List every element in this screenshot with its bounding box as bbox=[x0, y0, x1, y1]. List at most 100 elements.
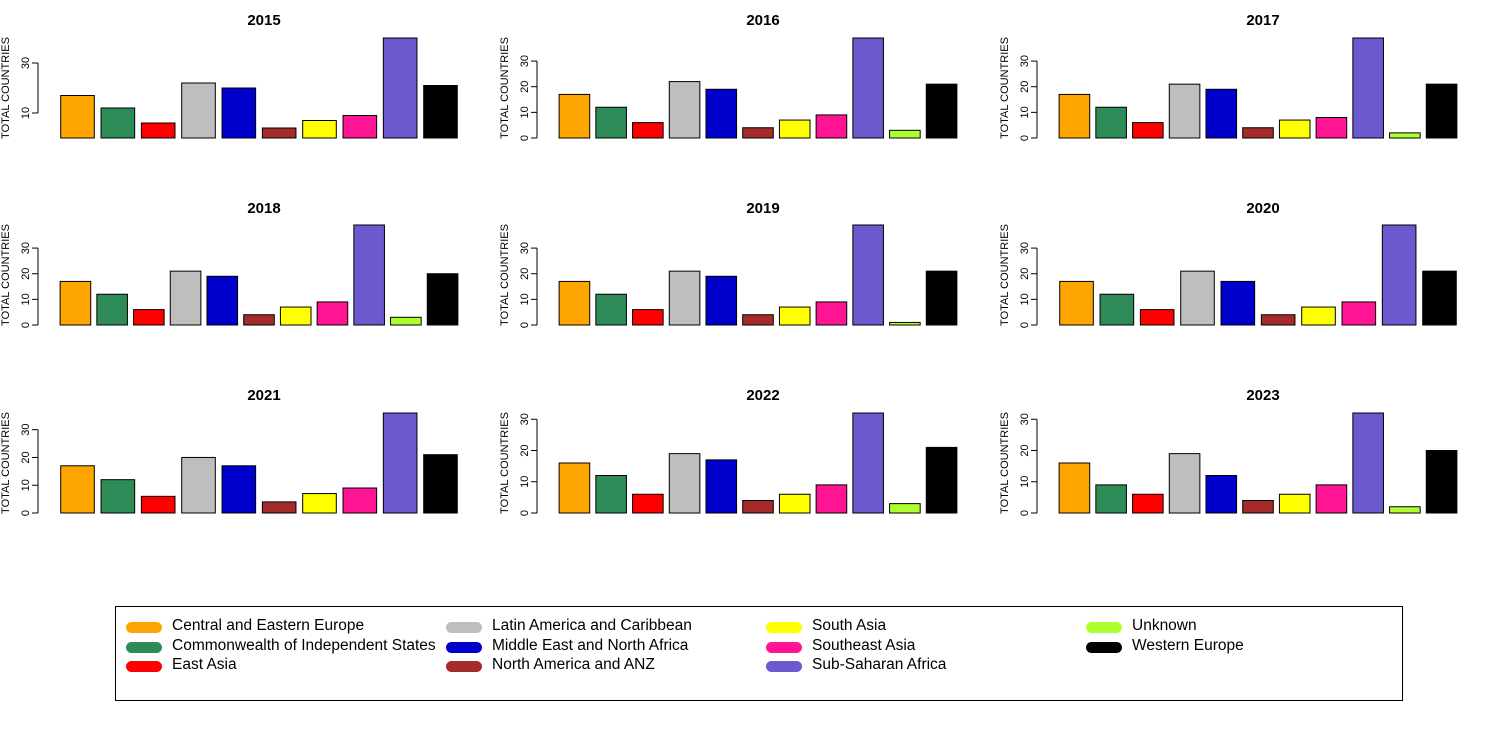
y-tick-label: 30 bbox=[1019, 413, 1031, 425]
bar-central-and-eastern-europe bbox=[60, 465, 95, 514]
bar-unknown bbox=[889, 129, 921, 139]
bar-south-asia bbox=[1301, 306, 1336, 326]
bar-western-europe bbox=[925, 83, 958, 139]
bar-southeast-asia bbox=[815, 484, 848, 514]
y-tick-label: 20 bbox=[1019, 81, 1031, 93]
bar-commonwealth-of-independent-states bbox=[1095, 484, 1127, 514]
legend-swatch bbox=[126, 661, 162, 672]
bar-east-asia bbox=[632, 309, 664, 326]
bar-southeast-asia bbox=[815, 114, 848, 139]
bar-unknown bbox=[1389, 132, 1421, 139]
bar-western-europe bbox=[1425, 450, 1458, 514]
bar-middle-east-and-north-africa bbox=[705, 459, 738, 514]
bar-east-asia bbox=[632, 122, 664, 139]
y-tick-label: 10 bbox=[20, 293, 32, 305]
panel-2015: 2015 10 30 TOTAL COUNTRIES bbox=[0, 12, 458, 139]
bar-north-america-and-anz bbox=[1260, 314, 1296, 326]
y-tick-label: 20 bbox=[20, 451, 32, 463]
bar-sub-saharan-africa bbox=[1381, 224, 1417, 326]
bar-western-europe bbox=[925, 270, 958, 326]
bar-southeast-asia bbox=[342, 115, 378, 139]
y-tick-label: 10 bbox=[1019, 293, 1031, 305]
chart-legend: Central and Eastern Europe Commonwealth o… bbox=[115, 606, 1403, 701]
bar-east-asia bbox=[140, 495, 176, 514]
legend-swatch bbox=[446, 642, 482, 653]
y-tick-label: 0 bbox=[20, 322, 32, 328]
bar-south-asia bbox=[778, 119, 811, 139]
bar-latin-america-and-caribbean bbox=[668, 270, 701, 326]
y-tick-label: 10 bbox=[1019, 106, 1031, 118]
bar-middle-east-and-north-africa bbox=[705, 275, 738, 326]
panel-title: 2016 bbox=[746, 12, 779, 29]
legend-swatch bbox=[126, 622, 162, 633]
bar-east-asia bbox=[1132, 493, 1164, 514]
legend-label: North America and ANZ bbox=[492, 656, 655, 673]
bar-western-europe bbox=[925, 446, 958, 514]
bar-southeast-asia bbox=[1315, 484, 1348, 514]
bar-middle-east-and-north-africa bbox=[1205, 88, 1238, 139]
bar-sub-saharan-africa bbox=[852, 224, 884, 326]
y-tick-label: 30 bbox=[519, 413, 531, 425]
y-tick-label: 10 bbox=[20, 107, 32, 119]
bar-north-america-and-anz bbox=[1242, 500, 1274, 514]
bar-western-europe bbox=[1425, 83, 1458, 139]
bar-middle-east-and-north-africa bbox=[221, 465, 257, 514]
bar-sub-saharan-africa bbox=[382, 37, 418, 139]
bar-middle-east-and-north-africa bbox=[1205, 475, 1238, 514]
y-tick-label: 30 bbox=[20, 57, 32, 69]
bar-commonwealth-of-independent-states bbox=[100, 107, 136, 139]
panel-title: 2020 bbox=[1246, 200, 1279, 217]
bar-latin-america-and-caribbean bbox=[668, 453, 701, 514]
bar-sub-saharan-africa bbox=[852, 412, 884, 514]
y-axis-label: TOTAL COUNTRIES bbox=[499, 412, 511, 514]
panel-title: 2018 bbox=[247, 200, 280, 217]
panel-title: 2023 bbox=[1246, 387, 1279, 404]
bar-southeast-asia bbox=[342, 487, 378, 514]
bar-western-europe bbox=[426, 273, 459, 326]
legend-swatch bbox=[1086, 622, 1122, 633]
bar-latin-america-and-caribbean bbox=[181, 456, 216, 514]
bar-middle-east-and-north-africa bbox=[221, 87, 257, 139]
panel-2018: 2018 0 10 20 30 TOTAL COUNTRIES bbox=[0, 200, 459, 328]
bar-latin-america-and-caribbean bbox=[1168, 83, 1201, 139]
bar-middle-east-and-north-africa bbox=[206, 275, 239, 326]
bar-north-america-and-anz bbox=[742, 314, 774, 326]
bar-commonwealth-of-independent-states bbox=[595, 475, 627, 514]
bar-western-europe bbox=[1422, 270, 1457, 326]
y-tick-label: 20 bbox=[20, 268, 32, 280]
bar-unknown bbox=[390, 316, 422, 326]
legend-label: Middle East and North Africa bbox=[492, 637, 689, 654]
y-tick-label: 30 bbox=[519, 242, 531, 254]
panel-title: 2021 bbox=[247, 387, 280, 404]
legend-label: Western Europe bbox=[1132, 637, 1244, 654]
panel-2021: 2021 0 10 20 30 TOTAL COUNTRIES bbox=[0, 387, 458, 516]
bar-western-europe bbox=[423, 454, 458, 514]
legend-swatch bbox=[446, 661, 482, 672]
legend-swatch bbox=[766, 622, 802, 633]
bar-commonwealth-of-independent-states bbox=[595, 293, 627, 326]
bar-south-asia bbox=[302, 120, 337, 139]
legend-swatch bbox=[766, 661, 802, 672]
y-tick-label: 10 bbox=[519, 293, 531, 305]
legend-swatch bbox=[126, 642, 162, 653]
y-tick-label: 30 bbox=[1019, 55, 1031, 67]
bar-south-asia bbox=[778, 493, 811, 514]
bar-commonwealth-of-independent-states bbox=[1095, 106, 1127, 139]
panel-2019: 2019 0 10 20 30 TOTAL COUNTRIES bbox=[499, 200, 958, 328]
legend-swatch bbox=[446, 622, 482, 633]
bar-middle-east-and-north-africa bbox=[705, 88, 738, 139]
y-axis-label: TOTAL COUNTRIES bbox=[999, 412, 1011, 514]
y-tick-label: 0 bbox=[519, 322, 531, 328]
legend-label: Southeast Asia bbox=[812, 637, 916, 654]
panel-title: 2022 bbox=[746, 387, 779, 404]
bar-western-europe bbox=[423, 85, 458, 139]
panel-2016: 2016 0 10 20 30 TOTAL COUNTRIES bbox=[499, 12, 958, 141]
bar-south-asia bbox=[1278, 119, 1311, 139]
bar-unknown bbox=[1389, 506, 1421, 514]
bar-sub-saharan-africa bbox=[1352, 37, 1384, 139]
panel-2022: 2022 0 10 20 30 TOTAL COUNTRIES bbox=[499, 387, 958, 516]
bar-south-asia bbox=[778, 306, 811, 326]
y-tick-label: 10 bbox=[20, 479, 32, 491]
bar-east-asia bbox=[632, 493, 664, 514]
